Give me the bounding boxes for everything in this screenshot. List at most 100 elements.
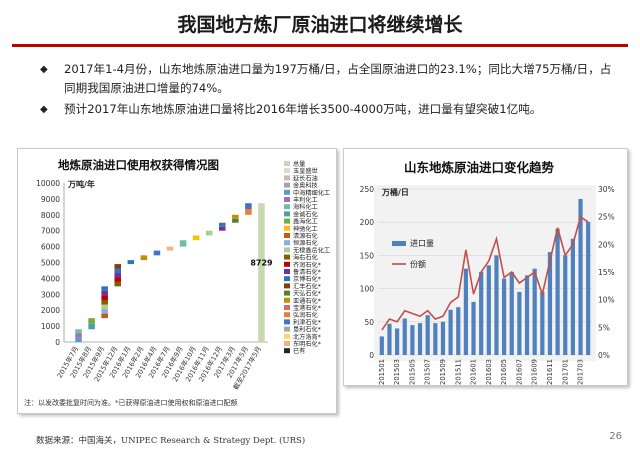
y2-tick-label: 20% xyxy=(598,240,615,249)
waterfall-bar-segment xyxy=(219,222,226,227)
import-volume-bar xyxy=(402,318,407,355)
legend-label: 宝港石化* xyxy=(293,304,321,312)
legend-label: 进口量 xyxy=(410,239,434,248)
waterfall-chart-panel: 地炼原油进口使用权获得情况图 0 1000 2000 3000 4000 5000 6000… xyxy=(17,148,337,414)
waterfall-bar-segment xyxy=(140,255,148,261)
legend-swatch xyxy=(284,312,290,318)
legend-swatch xyxy=(284,161,290,166)
legend-label: 汇丰石化* xyxy=(293,282,321,290)
legend-label: 北方洛宵* xyxy=(293,333,321,341)
import-volume-bar xyxy=(471,301,476,355)
import-volume-bar xyxy=(479,272,484,355)
legend-swatch xyxy=(284,211,290,217)
legend-swatch xyxy=(284,233,290,238)
diamond-bullet-icon: ◆ xyxy=(40,104,48,115)
import-volume-bar xyxy=(509,272,514,355)
import-volume-bar xyxy=(387,323,392,355)
bullet-item: ◆ 2017年1-4月份，山东地炼原油进口量为197万桶/日，占全国原油进口的2… xyxy=(40,60,620,98)
legend-label: 海科化工 xyxy=(293,203,318,211)
y-tick-label: 2000 xyxy=(41,306,60,315)
waterfall-bar-segment xyxy=(219,226,226,231)
legend-label: 鲁清石化* xyxy=(293,268,321,276)
y-tick-label: 8000 xyxy=(41,211,60,220)
legend-swatch xyxy=(284,240,290,246)
waterfall-bar-segment xyxy=(258,203,265,342)
y-tick-label: 3000 xyxy=(41,290,60,299)
legend-label: 鑫海化工 xyxy=(293,218,318,226)
legend-swatch xyxy=(284,305,290,310)
x-tick-label: 201507 xyxy=(424,359,432,385)
waterfall-bar-segment xyxy=(114,272,121,278)
y-tick-label: 100 xyxy=(360,285,375,294)
y-tick-label: 5000 xyxy=(41,259,60,268)
legend-label: 垦利石化* xyxy=(293,326,321,334)
x-tick-label: 201503 xyxy=(393,359,401,385)
waterfall-bar-segment xyxy=(88,323,95,330)
import-volume-bar xyxy=(486,265,491,355)
legend-label: 金诚石化 xyxy=(293,210,318,218)
y2-tick-label: 10% xyxy=(598,296,615,305)
legend-swatch xyxy=(284,297,290,303)
waterfall-bar-segment xyxy=(101,290,108,296)
y-tick-label: 1000 xyxy=(41,322,60,331)
legend-swatch xyxy=(284,326,290,332)
y2-tick-label: 25% xyxy=(598,213,615,222)
legend-swatch xyxy=(284,261,290,267)
legend-label: 齐润石化* xyxy=(293,261,321,269)
waterfall-bar-segment xyxy=(101,304,108,310)
waterfall-bar-segment xyxy=(88,318,95,324)
legend-label: 京博石化* xyxy=(293,275,321,283)
title-underline xyxy=(12,44,628,47)
waterfall-bar-segment xyxy=(101,313,108,319)
legend-label: 延长石油 xyxy=(293,174,318,182)
x-tick-label: 201603 xyxy=(485,359,493,385)
legend-swatch xyxy=(284,290,290,296)
legend-label: 神驰化工 xyxy=(293,225,318,233)
waterfall-bar-segment xyxy=(75,329,82,334)
waterfall-bar-segment xyxy=(245,203,252,210)
slide-title: 我国地方炼厂原油进口将继续增长 xyxy=(177,14,463,36)
y-axis-unit-label: 万吨/年 xyxy=(67,179,95,189)
import-volume-bar xyxy=(440,321,446,355)
legend-label: 东明石化* xyxy=(293,340,321,348)
legend-label: 已有 xyxy=(293,347,305,355)
import-volume-bar xyxy=(395,328,400,355)
source-footer: 数据来源：中国海关，UNIPEC Research & Strategy Dep… xyxy=(36,436,306,446)
legend-label: 恒源石化 xyxy=(293,239,318,247)
import-volume-bar xyxy=(532,268,537,355)
import-volume-bar xyxy=(563,255,568,355)
waterfall-bar-segment xyxy=(114,264,121,269)
legend-label: 海右石化 xyxy=(293,254,318,262)
legend-label: 丰利化工 xyxy=(293,196,318,204)
legend-label: 弘润石化 xyxy=(293,311,318,319)
legend-swatch xyxy=(284,269,290,274)
y-tick-label: 50 xyxy=(364,318,374,327)
legend-label: 清源石化 xyxy=(293,232,318,240)
trend-chart: 0 50 100 150 200 250 0% 5% 10% 15% 20% 25% 30% 万桶/日 20… xyxy=(360,185,615,385)
waterfall-bar-segment xyxy=(232,218,239,223)
trend-chart-title: 山东地炼原油进口变化趋势 xyxy=(404,160,555,175)
import-volume-bar xyxy=(547,252,553,355)
waterfall-bar-segment xyxy=(114,281,121,287)
legend-swatch xyxy=(284,225,290,231)
import-volume-bar xyxy=(456,307,461,355)
x-tick-label: 201505 xyxy=(408,359,416,385)
y2-tick-label: 30% xyxy=(598,185,615,194)
waterfall-bar-segment xyxy=(101,295,108,300)
x-tick-label: 201703 xyxy=(577,359,585,385)
waterfall-bar-segment xyxy=(153,250,161,256)
y-tick-label: 200 xyxy=(360,218,375,227)
legend-swatch xyxy=(284,319,290,325)
legend-swatch xyxy=(284,175,290,181)
legend-swatch xyxy=(284,276,290,282)
chart-footnote: 注：以发改委批复时间为准。*已获得原油进口使用权和原油进口配额 xyxy=(24,398,238,407)
x-tick-label: 201511 xyxy=(454,359,462,385)
legend-label: 无棣鑫岳化工 xyxy=(293,246,330,254)
import-volume-bar xyxy=(540,291,545,355)
y-tick-label: 6000 xyxy=(41,243,60,252)
waterfall-bar-segment xyxy=(114,268,121,273)
legend-label: 中海精细化工 xyxy=(293,189,330,197)
x-tick-label: 201609 xyxy=(531,359,539,385)
x-tick-label: 201509 xyxy=(439,359,447,385)
import-volume-bar xyxy=(494,255,499,355)
